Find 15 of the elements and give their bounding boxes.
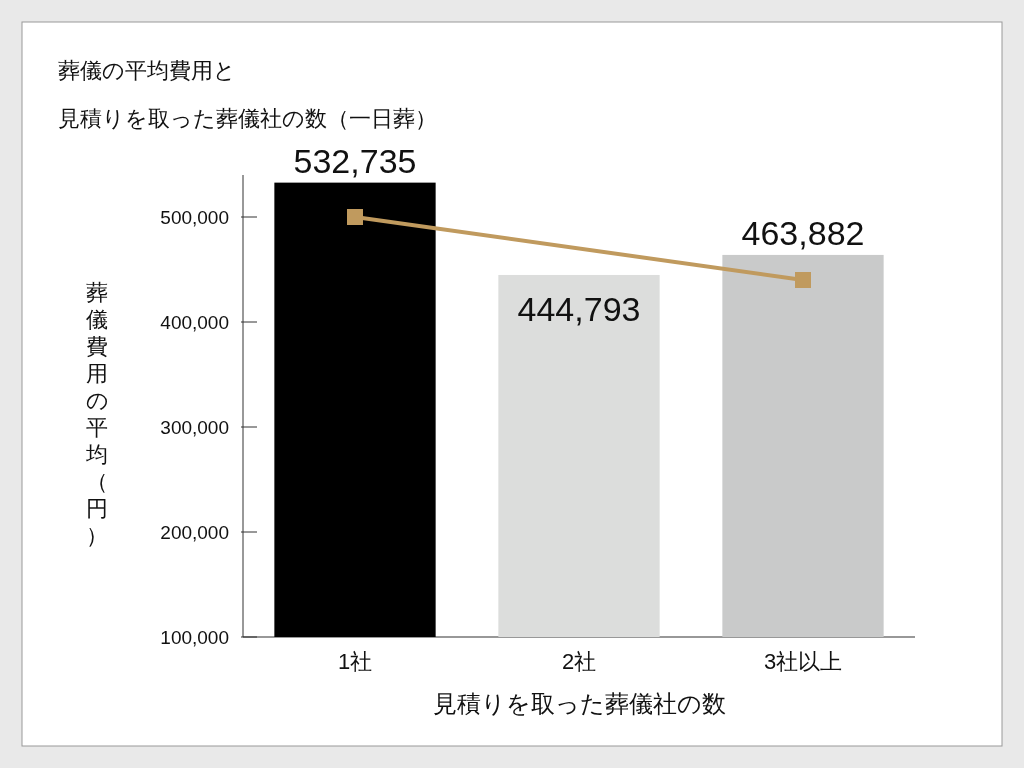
x-axis-title: 見積りを取った葬儀社の数: [432, 690, 726, 717]
data-label: 444,793: [517, 289, 641, 328]
x-tick-label: 3社以上: [763, 649, 843, 674]
data-label: 532,735: [293, 141, 417, 180]
chart-title: 葬儀の平均費用と: [58, 58, 236, 83]
chart-subtitle: 見積りを取った葬儀社の数（一日葬）: [58, 106, 437, 131]
x-tick-label: 2社: [561, 649, 597, 674]
data-label: 463,882: [741, 213, 865, 252]
y-tick-label: 100,000: [160, 627, 229, 648]
y-tick-label: 300,000: [160, 417, 229, 438]
y-tick-label: 500,000: [160, 207, 229, 228]
y-tick-label: 200,000: [160, 522, 229, 543]
y-tick-label: 400,000: [160, 312, 229, 333]
x-tick-label: 1社: [337, 649, 373, 674]
y-axis-title: 葬儀費用の平均（円）: [85, 280, 109, 548]
